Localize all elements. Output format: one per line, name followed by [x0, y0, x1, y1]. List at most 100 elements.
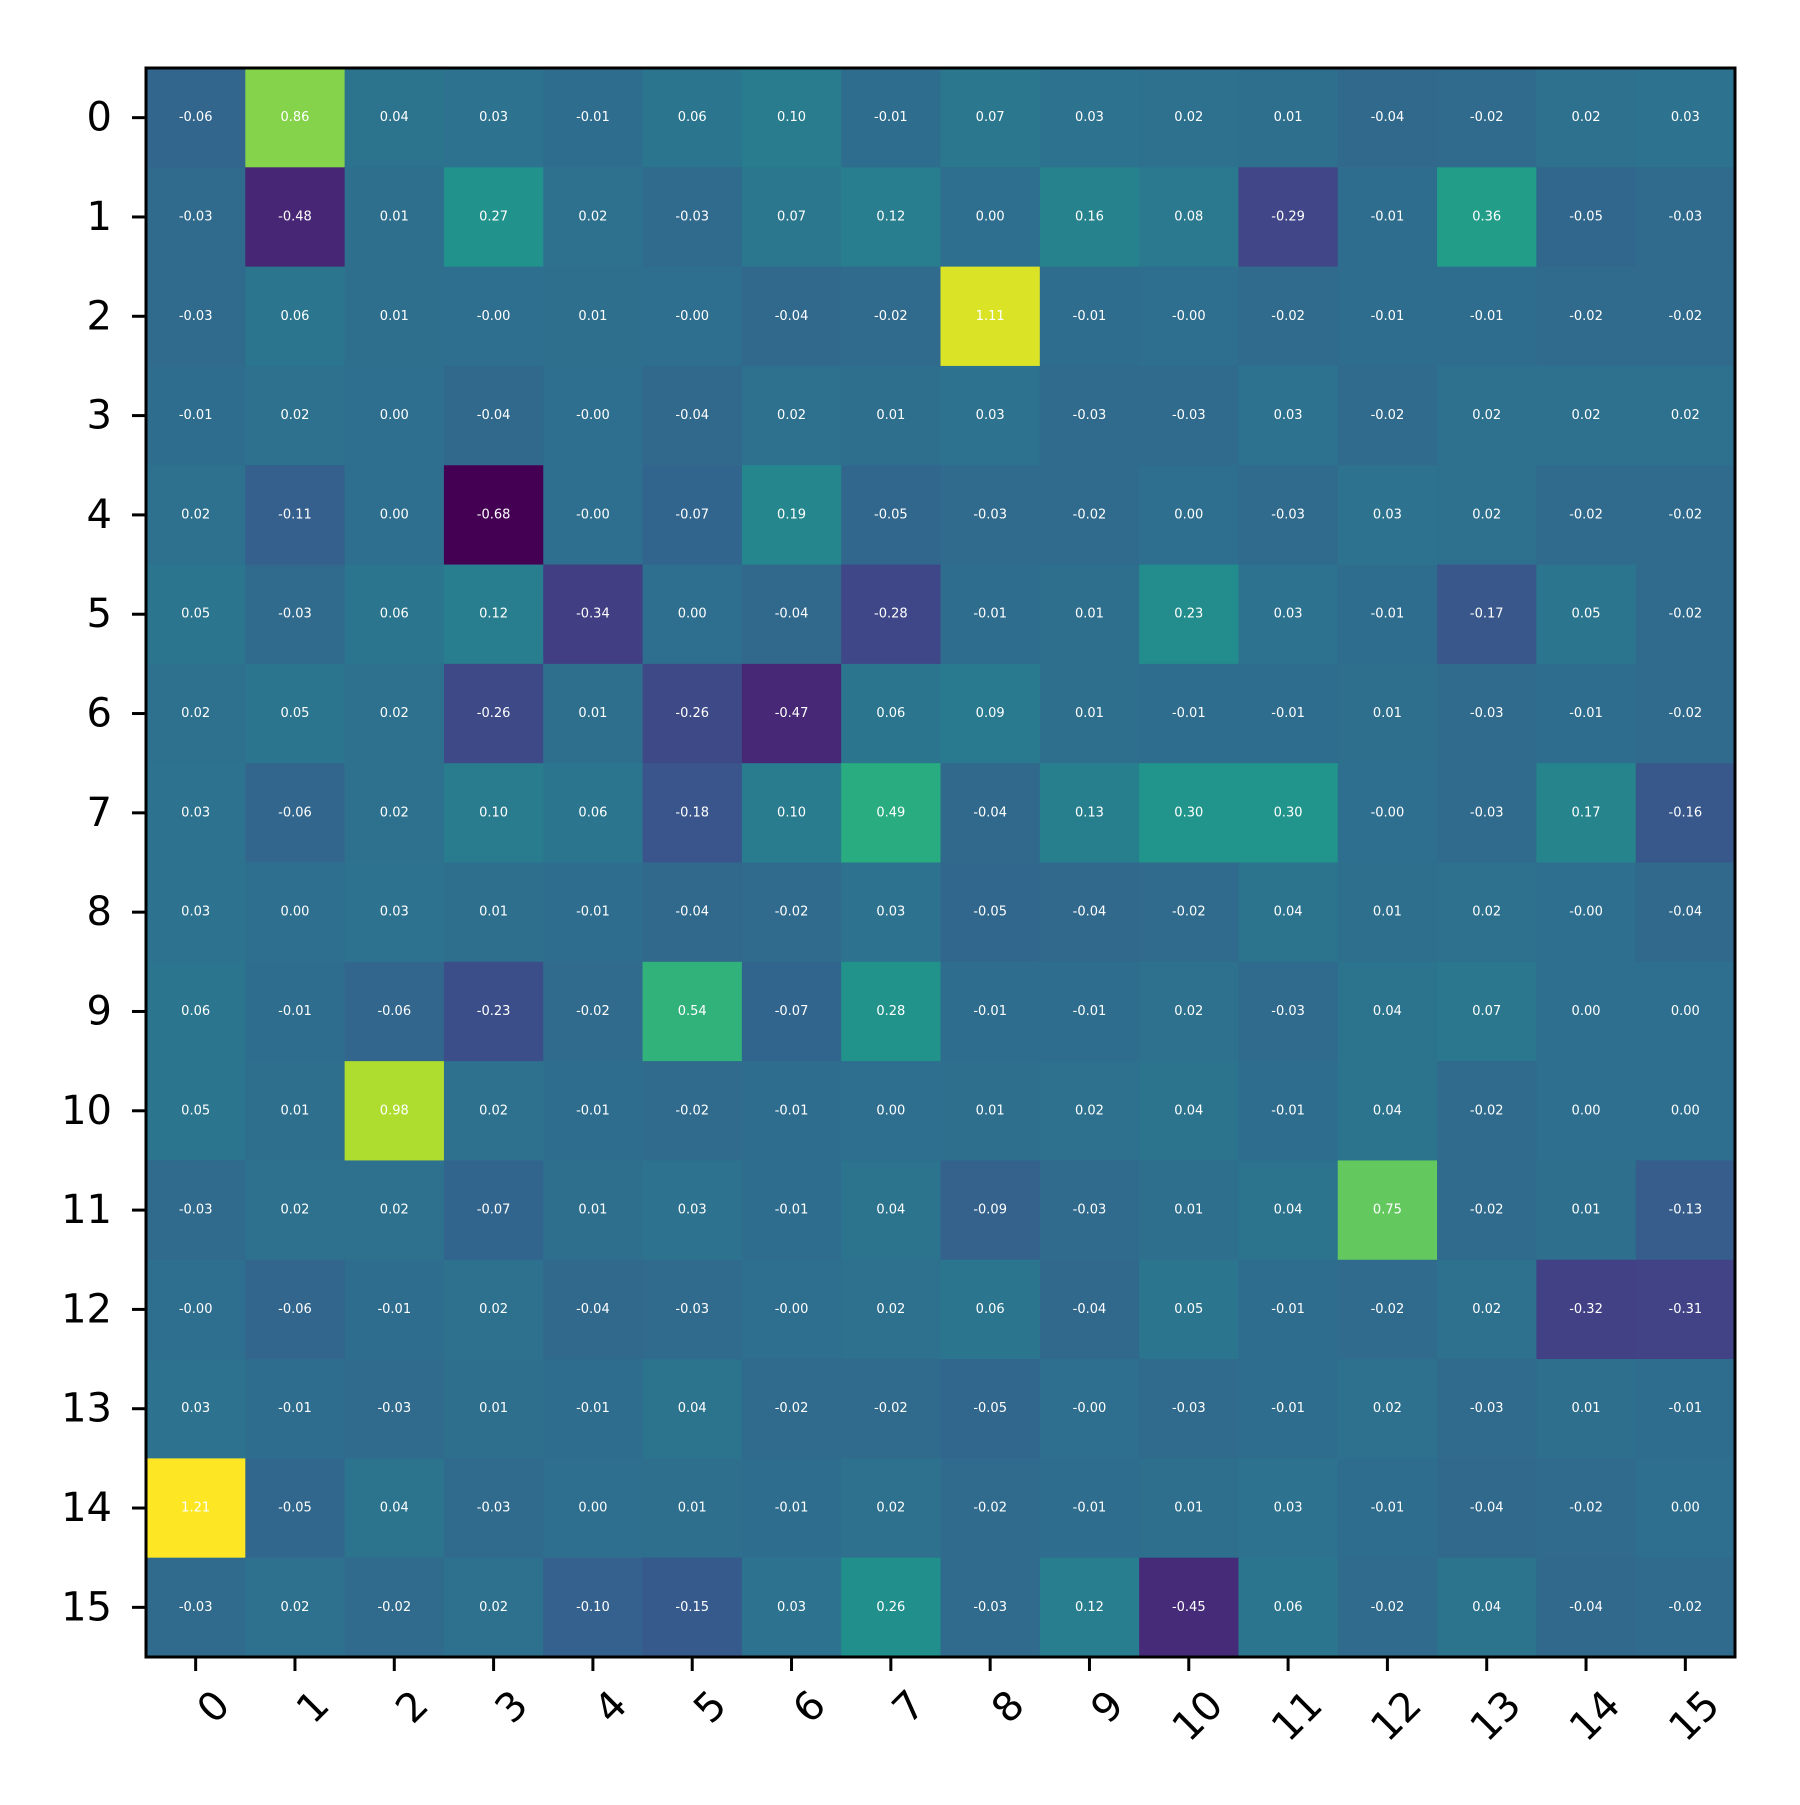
y-tick-label: 6 [87, 691, 112, 737]
heatmap-cells [146, 68, 1736, 1658]
cell-value-label: -0.17 [1470, 607, 1504, 622]
cell-value-label: 0.02 [1472, 408, 1501, 423]
heatmap-cell [443, 365, 544, 466]
cell-value-label: -0.47 [775, 706, 809, 721]
heatmap-cell [1437, 1160, 1537, 1261]
y-tick-label: 14 [61, 1485, 112, 1531]
heatmap-cell [245, 1259, 346, 1360]
heatmap-cell [245, 1458, 346, 1559]
heatmap-cell [642, 1557, 743, 1658]
cell-value-label: 0.04 [380, 1501, 409, 1516]
heatmap-cell [1635, 1359, 1736, 1459]
heatmap-cell [1536, 1557, 1637, 1658]
cell-value-label: -0.03 [1271, 1004, 1305, 1019]
cell-value-label: 0.01 [1572, 1401, 1601, 1416]
cell-value-label: 0.86 [280, 110, 309, 125]
cell-value-label: -0.02 [1669, 1600, 1703, 1615]
heatmap-cell [1139, 167, 1240, 268]
cell-value-label: 0.01 [578, 1203, 607, 1218]
cell-value-label: -0.03 [1271, 507, 1305, 522]
cell-value-label: 0.02 [380, 706, 409, 721]
cell-value-label: 0.01 [876, 408, 905, 423]
cell-value-label: 0.13 [1075, 805, 1104, 820]
heatmap-cell [443, 1359, 544, 1459]
cell-value-label: 0.00 [1671, 1103, 1700, 1118]
cell-value-label: 0.03 [876, 905, 905, 920]
heatmap-cell [543, 68, 644, 168]
cell-value-label: -0.02 [1669, 507, 1703, 522]
heatmap-cell [344, 1359, 445, 1459]
heatmap-cell [245, 961, 346, 1062]
cell-value-label: -0.02 [1470, 1103, 1504, 1118]
heatmap-cell [245, 1061, 346, 1162]
heatmap-cell [543, 167, 644, 268]
cell-value-label: -0.04 [1470, 1501, 1504, 1516]
heatmap-cell [1635, 68, 1736, 168]
x-tick-label: 10 [1164, 1682, 1233, 1751]
heatmap-cell [642, 564, 743, 665]
cell-value-label: -0.01 [1371, 309, 1405, 324]
heatmap-cell [1337, 1259, 1438, 1360]
heatmap-cell [443, 465, 544, 566]
heatmap-cell [1337, 266, 1438, 367]
cell-value-label: 0.03 [678, 1203, 707, 1218]
heatmap-cell [1437, 961, 1537, 1062]
heatmap-cell [1039, 1458, 1140, 1559]
heatmap-cell [1635, 365, 1736, 466]
cell-value-label: 0.02 [380, 1203, 409, 1218]
heatmap-cell [1337, 1359, 1438, 1459]
cell-value-label: -0.18 [675, 805, 709, 820]
heatmap-cell [1238, 1160, 1339, 1261]
cell-value-label: 1.21 [181, 1501, 210, 1516]
cell-value-label: 0.04 [678, 1401, 707, 1416]
heatmap-cell [1238, 1458, 1339, 1559]
cell-value-label: -0.02 [775, 1401, 809, 1416]
cell-value-label: 0.02 [1472, 507, 1501, 522]
cell-value-label: -0.04 [1371, 110, 1405, 125]
heatmap-cell [543, 465, 644, 566]
cell-value-label: -0.16 [1669, 805, 1703, 820]
cell-value-label: 0.00 [280, 905, 309, 920]
cell-value-label: -0.03 [1073, 408, 1107, 423]
cell-value-label: -0.03 [1470, 1401, 1504, 1416]
cell-value-label: -0.03 [179, 1600, 213, 1615]
cell-value-label: 0.00 [1572, 1004, 1601, 1019]
cell-value-label: -0.04 [675, 408, 709, 423]
heatmap-cell [1635, 465, 1736, 566]
heatmap-cell [1039, 1160, 1140, 1261]
heatmap-cell [841, 68, 942, 168]
heatmap-cell [1536, 1160, 1637, 1261]
heatmap-cell [1536, 564, 1637, 665]
cell-value-label: -0.04 [675, 905, 709, 920]
cell-value-label: 0.01 [380, 209, 409, 224]
cell-value-label: -0.45 [1172, 1600, 1206, 1615]
heatmap-cell [543, 1061, 644, 1162]
heatmap-cell [146, 961, 246, 1062]
cell-value-label: -0.03 [973, 507, 1007, 522]
heatmap-cell [1635, 564, 1736, 665]
heatmap-cell [1536, 167, 1637, 268]
cell-value-label: 0.01 [1572, 1203, 1601, 1218]
heatmap-cell [1139, 465, 1240, 566]
heatmap-cell [1238, 564, 1339, 665]
cell-value-label: -0.02 [874, 1401, 908, 1416]
heatmap-cell [940, 862, 1041, 963]
heatmap-cell [1238, 365, 1339, 466]
cell-value-label: 0.10 [777, 805, 806, 820]
x-axis: 0 1 2 3 4 5 6 7 8 9 10 11 12 13 14 15 [189, 1657, 1729, 1750]
cell-value-label: -0.68 [477, 507, 511, 522]
heatmap-cell [443, 1061, 544, 1162]
cell-value-label: 0.02 [1472, 1302, 1501, 1317]
cell-value-label: -0.00 [1073, 1401, 1107, 1416]
y-tick-label: 5 [87, 591, 112, 637]
cell-value-label: -0.03 [675, 1302, 709, 1317]
heatmap-cell [344, 1458, 445, 1559]
cell-value-label: 0.02 [181, 507, 210, 522]
heatmap-cell [642, 365, 743, 466]
heatmap-cell [146, 266, 246, 367]
cell-value-label: 0.02 [479, 1600, 508, 1615]
heatmap-cell [1139, 1359, 1240, 1459]
heatmap-cell [344, 564, 445, 665]
cell-value-label: -0.03 [1470, 706, 1504, 721]
cell-value-label: -0.07 [675, 507, 709, 522]
